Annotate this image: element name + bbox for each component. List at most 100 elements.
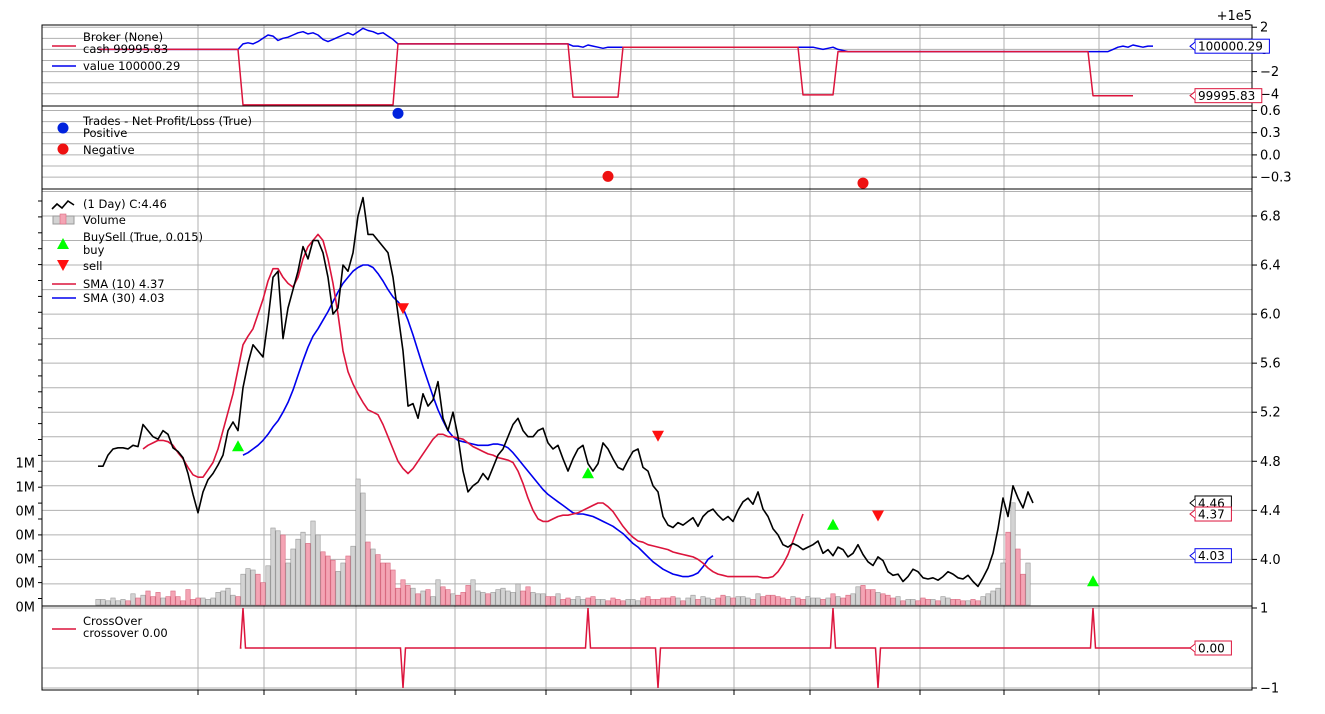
volume-bar	[475, 590, 481, 606]
buy-marker	[827, 518, 839, 530]
volume-bar	[340, 562, 346, 606]
volume-bar	[640, 597, 646, 606]
volume-bar	[380, 562, 386, 606]
volume-bar	[295, 538, 301, 606]
volume-bar	[545, 596, 551, 606]
volume-bar	[200, 597, 206, 606]
volume-bar	[285, 562, 291, 606]
volume-bar	[530, 592, 536, 606]
volume-bar	[830, 593, 836, 606]
volume-bar	[170, 590, 176, 606]
volume-bar	[405, 585, 411, 606]
y-tick-label: −1	[1260, 682, 1279, 697]
volume-tick-label: 0M	[16, 601, 36, 616]
volume-bar	[680, 600, 686, 606]
tag-arrow	[1189, 509, 1196, 519]
volume-bar	[325, 555, 331, 606]
volume-bar	[655, 599, 661, 606]
volume-bar	[425, 589, 431, 606]
tag-arrow	[1189, 643, 1196, 653]
volume-bar	[305, 543, 311, 606]
volume-bar	[590, 596, 596, 606]
y-tick-label: −4	[1260, 87, 1279, 102]
y-tick-label: 2	[1260, 21, 1268, 36]
sma10-line	[142, 233, 804, 579]
sma30-tag: 4.03	[1189, 548, 1232, 564]
volume-bar	[750, 599, 756, 606]
volume-bar	[520, 590, 526, 606]
volume-bar	[720, 594, 726, 606]
volume-bar	[660, 597, 666, 606]
negative-trade-point	[857, 177, 869, 189]
volume-bar	[260, 582, 266, 606]
volume-bar	[1010, 502, 1016, 606]
volume-bar	[155, 592, 161, 606]
sell-marker	[652, 430, 664, 442]
volume-bar	[850, 593, 856, 606]
volume-bar	[770, 594, 776, 606]
close-price-line	[98, 196, 1034, 588]
volume-bar	[230, 594, 236, 606]
volume-bar	[865, 589, 871, 606]
volume-bar	[435, 579, 441, 606]
volume-bar	[1025, 562, 1031, 606]
legend-sma30-label: SMA (30) 4.03	[83, 291, 165, 305]
volume-bar	[700, 596, 706, 606]
volume-bar	[870, 589, 876, 606]
tag-arrow	[1189, 41, 1196, 51]
volume-bar	[215, 592, 221, 606]
volume-bar	[925, 599, 931, 606]
tag-label: 4.37	[1198, 508, 1225, 522]
volume-bar	[390, 569, 396, 606]
volume-bar	[415, 593, 421, 606]
volume-bar	[895, 596, 901, 606]
legend-sma10-label: SMA (10) 4.37	[83, 277, 165, 291]
volume-bar	[235, 596, 241, 606]
volume-bar	[930, 599, 936, 606]
volume-bar	[245, 568, 251, 606]
volume-bar	[940, 596, 946, 606]
volume-bar	[365, 541, 371, 606]
volume-bar	[125, 600, 131, 606]
volume-bar	[815, 597, 821, 606]
crossover-tag: 0.00	[1189, 640, 1232, 656]
volume-bar	[735, 596, 741, 606]
volume-bar	[690, 594, 696, 606]
volume-bar	[565, 597, 571, 606]
volume-bar	[335, 571, 341, 606]
volume-bar	[265, 565, 271, 606]
volume-bar	[445, 589, 451, 606]
volume-bar	[715, 597, 721, 606]
volume-bar	[740, 596, 746, 606]
volume-bar	[705, 597, 711, 606]
volume-bar	[755, 593, 761, 606]
volume-bar	[480, 592, 486, 606]
volume-bar	[820, 599, 826, 606]
legend-volume-label: Volume	[83, 213, 126, 227]
volume-bar	[960, 600, 966, 606]
volume-bar	[290, 548, 296, 606]
y-tick-label: 1	[1260, 602, 1268, 617]
volume-bar	[495, 589, 501, 606]
legend-buy-label: buy	[83, 243, 105, 257]
volume-bar	[140, 594, 146, 606]
volume-bar	[135, 597, 141, 606]
y-tick-label: 6.8	[1260, 209, 1281, 224]
volume-bar	[395, 587, 401, 606]
sma30-line	[242, 264, 714, 578]
volume-bar	[515, 583, 521, 606]
volume-bar	[575, 596, 581, 606]
tag-label: 99995.83	[1198, 89, 1255, 103]
y-tick-label: −0.3	[1260, 171, 1292, 186]
y-tick-label: −2	[1260, 65, 1279, 80]
volume-bar	[100, 599, 106, 606]
trades-legend-title: Trades - Net Profit/Loss (True)	[82, 114, 252, 128]
volume-bar	[970, 599, 976, 606]
volume-bar	[275, 530, 281, 606]
volume-bar	[875, 592, 881, 606]
volume-bar	[855, 586, 861, 606]
volume-bar	[555, 593, 561, 606]
volume-bar	[760, 596, 766, 606]
volume-bar	[400, 579, 406, 606]
